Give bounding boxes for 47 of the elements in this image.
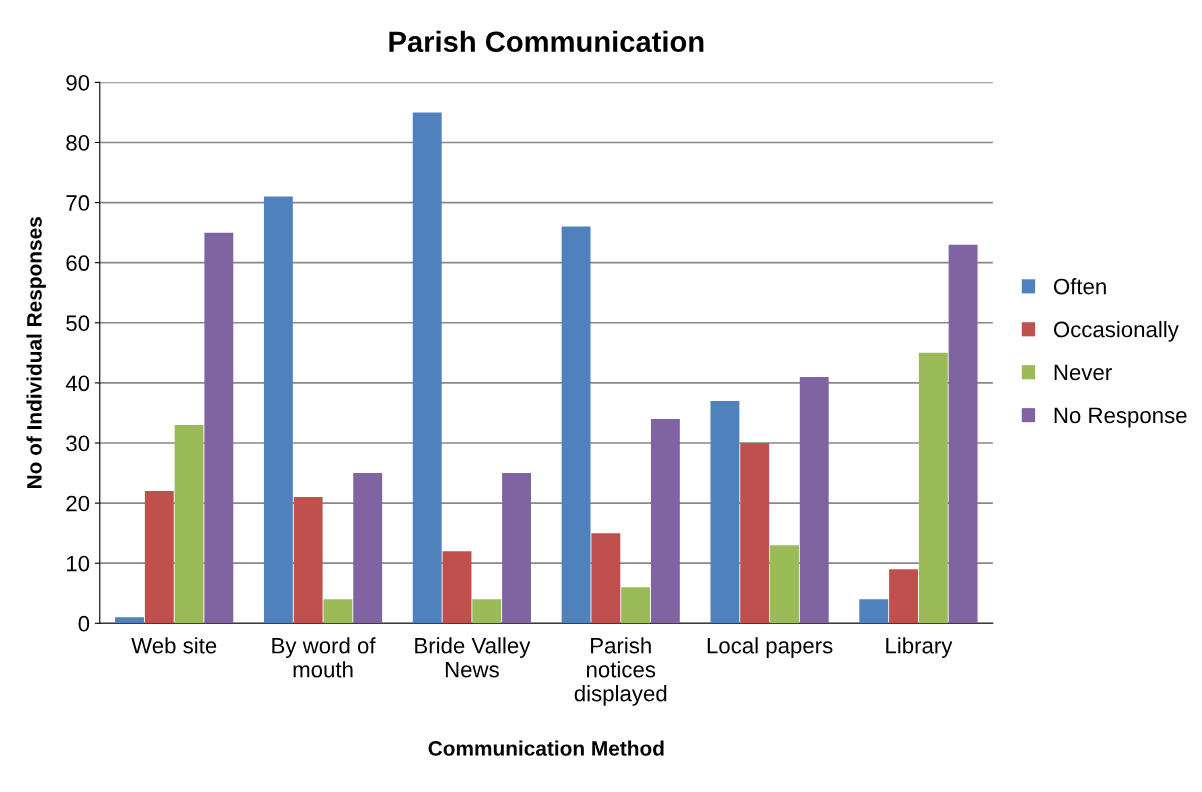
x-axis-title: Communication Method bbox=[428, 740, 664, 756]
bar bbox=[144, 491, 174, 624]
x-tick-label: By word of mouth bbox=[272, 637, 376, 678]
y-axis-title: No of Individual Responses bbox=[26, 217, 46, 489]
bar bbox=[859, 599, 889, 624]
bar bbox=[918, 352, 948, 624]
y-tick-label: 0 bbox=[78, 615, 90, 632]
bar bbox=[323, 599, 353, 624]
bar bbox=[621, 587, 651, 624]
bar bbox=[591, 533, 621, 624]
bar bbox=[263, 196, 293, 624]
bar bbox=[174, 424, 204, 624]
y-tick-label: 80 bbox=[66, 135, 90, 151]
y-tick-label: 20 bbox=[66, 495, 90, 512]
bar bbox=[293, 497, 323, 624]
x-tick-label: Bride Valley News bbox=[415, 637, 531, 678]
bar bbox=[502, 473, 531, 624]
bar bbox=[740, 442, 770, 624]
y-tick-label: 50 bbox=[66, 315, 90, 332]
y-tick-label: 70 bbox=[66, 195, 90, 211]
bar bbox=[710, 400, 740, 624]
bar bbox=[472, 599, 502, 624]
x-tick-label: Web site bbox=[131, 637, 217, 654]
bar bbox=[561, 226, 591, 624]
bar bbox=[412, 112, 442, 624]
bar bbox=[115, 617, 144, 624]
x-tick-label: Library bbox=[886, 637, 953, 658]
bar bbox=[770, 545, 799, 624]
x-tick-label: Parish notices displayed bbox=[574, 637, 667, 706]
y-tick-label: 30 bbox=[66, 435, 90, 452]
bar bbox=[889, 569, 918, 624]
legend-label: No Response bbox=[1054, 407, 1187, 428]
bar bbox=[353, 473, 383, 624]
y-tick-label: 40 bbox=[65, 375, 90, 392]
chart-title: Parish Communication bbox=[389, 30, 704, 53]
bar bbox=[799, 376, 829, 624]
y-tick-label: 60 bbox=[66, 255, 90, 271]
bar bbox=[948, 244, 978, 624]
legend-label: Often bbox=[1053, 278, 1106, 295]
legend-label: Occasionally bbox=[1053, 321, 1179, 342]
bar bbox=[650, 418, 680, 624]
legend-label: Never bbox=[1054, 364, 1112, 381]
y-tick-label: 90 bbox=[66, 74, 90, 91]
bar bbox=[442, 551, 472, 624]
y-tick-label: 10 bbox=[67, 555, 90, 572]
bar bbox=[204, 232, 234, 624]
x-tick-label: Local papers bbox=[707, 637, 833, 658]
